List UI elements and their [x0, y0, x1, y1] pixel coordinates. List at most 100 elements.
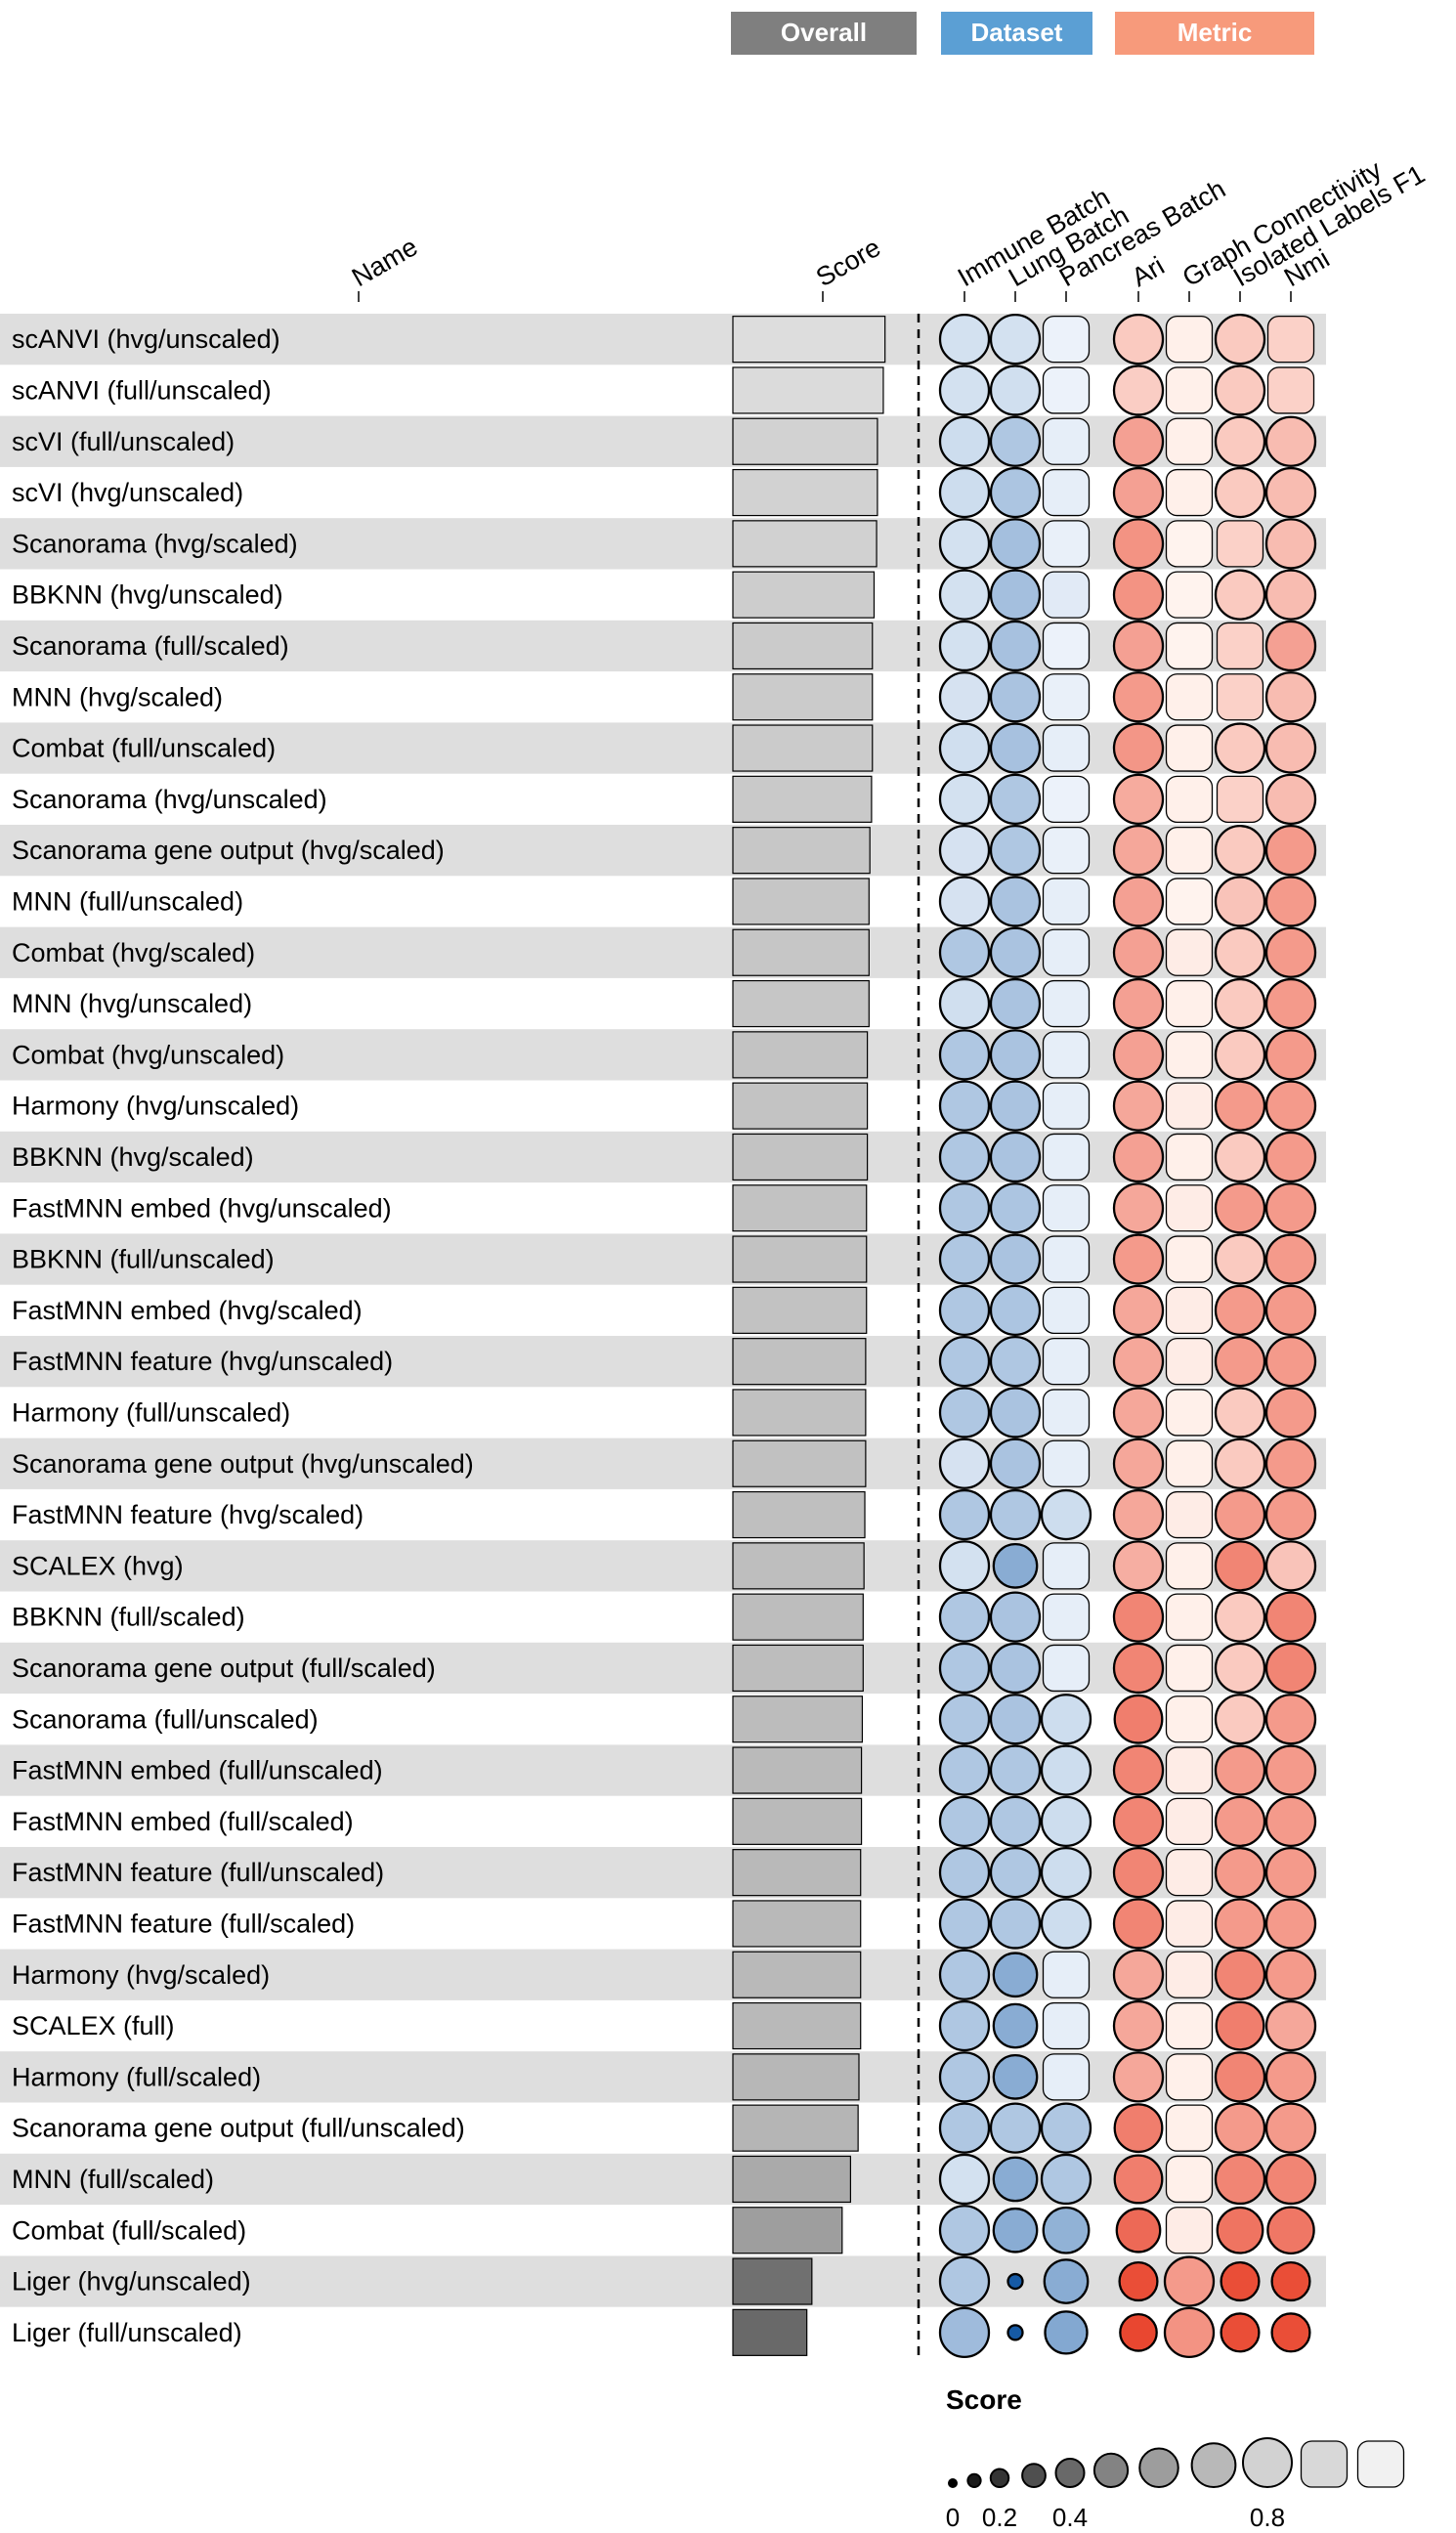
metric-mark [1214, 1591, 1266, 1643]
row-name-label: Harmony (full/scaled) [12, 2062, 261, 2091]
legend-size-mark [1092, 2452, 1130, 2488]
dataset-mark [1042, 1133, 1091, 1181]
row-name-label: MNN (hvg/unscaled) [12, 989, 252, 1018]
metric-mark [1112, 313, 1165, 365]
dataset-mark [938, 2153, 991, 2206]
dataset-mark [1042, 1644, 1091, 1693]
dataset-mark [1044, 2310, 1089, 2355]
score-bar [732, 1235, 868, 1283]
metric-mark [1264, 1488, 1317, 1541]
metric-mark [1214, 415, 1266, 467]
dataset-mark [989, 1438, 1042, 1489]
dataset-mark [938, 1540, 991, 1592]
metric-mark [1214, 1438, 1266, 1489]
score-bar [732, 1542, 865, 1590]
metric-mark [1214, 1233, 1266, 1285]
dataset-mark [1040, 1898, 1092, 1950]
metric-mark [1264, 1080, 1317, 1132]
metric-mark [1112, 1795, 1165, 1847]
row-stripe [0, 1949, 1326, 2000]
row-name-label: Scanorama (hvg/unscaled) [12, 785, 327, 814]
score-bar [732, 2257, 813, 2305]
metric-mark [1112, 1744, 1165, 1796]
dataset-mark [1042, 928, 1091, 976]
metric-mark [1216, 520, 1264, 568]
dataset-mark [1042, 1184, 1091, 1232]
score-bar [732, 2053, 860, 2101]
score-bar [732, 366, 884, 414]
metric-mark [1266, 366, 1315, 414]
score-bar [732, 928, 870, 976]
row-stripe [0, 825, 1326, 877]
dataset-mark [938, 1694, 991, 1745]
metric-mark [1112, 2051, 1165, 2103]
dataset-mark [989, 926, 1042, 978]
dataset-mark [938, 1336, 991, 1388]
row-name-label: FastMNN feature (hvg/unscaled) [12, 1347, 393, 1376]
dataset-mark [1042, 1542, 1091, 1590]
score-bar [732, 724, 874, 772]
dataset-mark [1042, 1389, 1091, 1437]
metric-mark [1214, 1182, 1266, 1234]
metric-mark [1165, 1338, 1214, 1386]
row-name-label: BBKNN (hvg/scaled) [12, 1142, 254, 1172]
dataset-mark [938, 1642, 991, 1695]
score-bar [732, 1797, 863, 1845]
dataset-mark [1040, 1488, 1092, 1541]
dataset-mark [989, 1336, 1042, 1388]
dataset-mark [1040, 1847, 1092, 1899]
row-name-label: MNN (full/unscaled) [12, 886, 243, 916]
legend-title: Score [946, 2384, 1022, 2415]
metric-mark [1264, 1182, 1317, 1234]
dataset-mark [989, 1795, 1042, 1847]
dataset-mark [938, 926, 991, 978]
row-name-label: FastMNN feature (full/scaled) [12, 1909, 355, 1938]
metric-mark [1264, 2153, 1317, 2206]
dataset-mark [1006, 2272, 1024, 2291]
metric-mark [1264, 1642, 1317, 1695]
dataset-mark [938, 1182, 991, 1234]
dataset-mark [938, 1949, 991, 2000]
metric-mark [1165, 928, 1214, 976]
row-stripe [0, 1847, 1326, 1899]
metric-mark [1112, 773, 1165, 825]
dataset-mark [1043, 2258, 1090, 2304]
dataset-mark [992, 2002, 1039, 2049]
dataset-mark [1006, 2324, 1024, 2341]
metric-mark [1214, 977, 1266, 1030]
dataset-mark [989, 1694, 1042, 1745]
metric-mark [1216, 775, 1264, 823]
group-legend-label: Metric [1178, 18, 1253, 47]
dataset-mark [989, 876, 1042, 927]
row-stripe [0, 2255, 1326, 2307]
metric-mark [1165, 417, 1214, 465]
metric-mark [1112, 1847, 1165, 1899]
metric-mark [1264, 1438, 1317, 1489]
dataset-mark [938, 977, 991, 1030]
metric-mark [1214, 825, 1266, 877]
legend-tick-label: 0.4 [1052, 2503, 1088, 2532]
dataset-mark [938, 365, 991, 416]
metric-mark [1165, 1542, 1214, 1590]
metric-mark [1112, 926, 1165, 978]
metric-mark [1165, 2104, 1214, 2152]
metric-mark [1264, 1999, 1317, 2052]
metric-mark [1112, 977, 1165, 1030]
row-stripe [0, 1438, 1326, 1489]
metric-mark [1112, 671, 1165, 723]
dataset-mark [989, 2102, 1042, 2154]
metric-mark [1165, 1082, 1214, 1130]
legend-size-mark [1356, 2440, 1405, 2488]
dataset-mark [938, 1744, 991, 1796]
score-bar [732, 1389, 867, 1437]
metric-mark [1112, 1438, 1165, 1489]
metric-mark [1112, 1999, 1165, 2052]
score-bar [732, 1184, 868, 1232]
score-bar [732, 2001, 862, 2050]
metric-mark [1216, 2206, 1264, 2254]
metric-mark [1264, 518, 1317, 570]
metric-mark [1216, 673, 1264, 721]
dataset-mark [938, 313, 991, 365]
dataset-mark [989, 569, 1042, 621]
dataset-mark [989, 1847, 1042, 1899]
